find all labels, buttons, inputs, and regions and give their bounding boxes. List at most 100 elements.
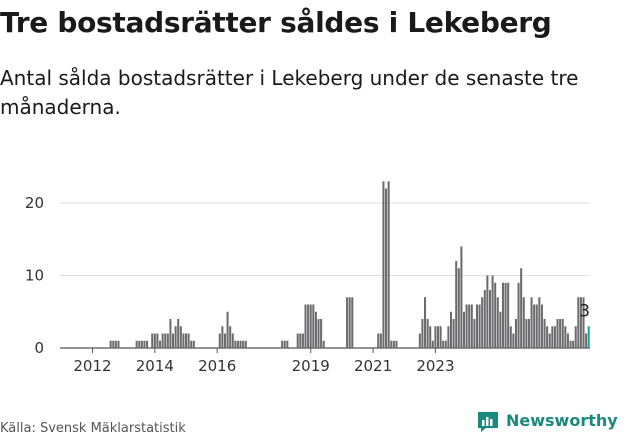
- bar: [442, 340, 445, 348]
- bar: [161, 333, 164, 348]
- y-tick-label: 20: [25, 194, 44, 212]
- bar: [234, 340, 237, 348]
- bar: [488, 290, 491, 348]
- bars: [109, 181, 590, 348]
- bar: [304, 304, 307, 348]
- bar: [424, 297, 427, 348]
- bar: [301, 333, 304, 348]
- y-tick-label: 10: [25, 267, 44, 285]
- bar: [151, 333, 154, 348]
- bar: [559, 319, 562, 348]
- bar: [281, 340, 284, 348]
- bar: [190, 340, 193, 348]
- gridlines: [60, 202, 590, 349]
- bar: [582, 297, 585, 348]
- bar: [465, 304, 468, 348]
- bar: [351, 297, 354, 348]
- bar: [239, 340, 242, 348]
- bar: [226, 311, 229, 348]
- bar: [395, 340, 398, 348]
- bar: [509, 326, 512, 348]
- bar: [473, 319, 476, 348]
- bar: [242, 340, 245, 348]
- x-tick-label: 2012: [73, 357, 111, 375]
- bar: [514, 319, 517, 348]
- last-value-annotation: 3: [579, 301, 590, 321]
- bar: [166, 333, 169, 348]
- bar: [229, 326, 232, 348]
- bar: [499, 311, 502, 348]
- bar: [156, 333, 159, 348]
- bar: [320, 319, 323, 348]
- bar: [553, 326, 556, 348]
- bar: [418, 333, 421, 348]
- bar: [286, 340, 289, 348]
- bar: [525, 319, 528, 348]
- bar: [527, 319, 530, 348]
- bar: [169, 319, 172, 348]
- bar: [392, 340, 395, 348]
- bar: [140, 340, 143, 348]
- bar: [460, 246, 463, 348]
- source-note: Källa: Svensk Mäklarstatistik: [0, 421, 186, 436]
- bar: [556, 319, 559, 348]
- bar: [223, 333, 226, 348]
- newsworthy-chart-icon: [478, 412, 498, 432]
- bar: [494, 282, 497, 348]
- bar: [533, 304, 536, 348]
- bar: [317, 319, 320, 348]
- bar: [309, 304, 312, 348]
- bar: [564, 326, 567, 348]
- bar: [520, 268, 523, 348]
- x-tick-label: 2019: [292, 357, 330, 375]
- bar: [439, 326, 442, 348]
- bar: [377, 333, 380, 348]
- bar: [187, 333, 190, 348]
- bar: [462, 311, 466, 348]
- bar: [468, 304, 471, 348]
- bar: [447, 326, 450, 348]
- bar: [117, 340, 120, 348]
- bar: [218, 333, 221, 348]
- bar: [455, 261, 458, 348]
- bar: [184, 333, 188, 348]
- x-tick-label: 2014: [136, 357, 174, 375]
- bar: [244, 340, 247, 348]
- bar: [449, 311, 453, 348]
- bar: [314, 311, 317, 348]
- bar: [182, 333, 185, 348]
- bar: [517, 282, 520, 348]
- bar: [457, 268, 460, 348]
- bar: [579, 297, 582, 348]
- bar: [307, 304, 310, 348]
- brand-name: Newsworthy: [506, 411, 618, 430]
- bar: [577, 297, 580, 348]
- bar: [561, 319, 564, 348]
- bar: [382, 181, 385, 348]
- bar: [385, 188, 388, 348]
- y-tick-label: 0: [34, 339, 44, 357]
- bar: [159, 340, 162, 348]
- bar: [507, 282, 510, 348]
- bar: [572, 340, 575, 348]
- bar: [475, 304, 478, 348]
- bar: [434, 326, 437, 348]
- bar: [543, 319, 546, 348]
- bar: [585, 333, 588, 348]
- bar: [221, 326, 224, 348]
- bar: [387, 181, 390, 348]
- bar: [143, 340, 146, 348]
- bar: [192, 340, 195, 348]
- x-tick-label: 2016: [198, 357, 236, 375]
- bar: [483, 290, 486, 348]
- bar: [135, 340, 138, 348]
- x-axis-ticks: 2012 2014 2016 2019 2021 2023: [73, 348, 455, 375]
- bar: [481, 297, 484, 348]
- bar: [574, 326, 577, 348]
- bar: [138, 340, 141, 348]
- bar: [496, 297, 499, 348]
- bar: [348, 297, 351, 348]
- bar: [283, 340, 286, 348]
- bar: [504, 282, 507, 348]
- bar: [540, 304, 543, 348]
